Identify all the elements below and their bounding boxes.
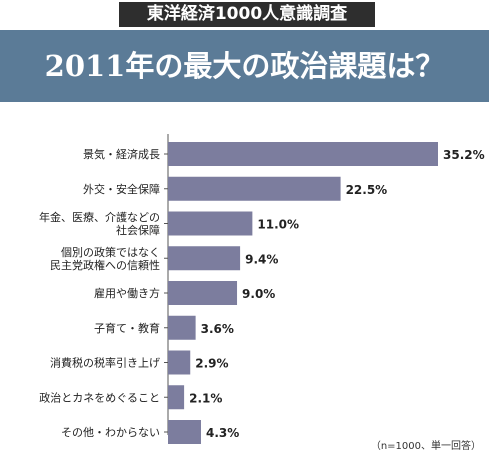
category-label: 雇用や働き方 xyxy=(94,286,160,300)
bar xyxy=(168,246,241,271)
category-label: 子育て・教育 xyxy=(94,321,160,335)
category-label: 外交・安全保障 xyxy=(83,182,160,196)
bar xyxy=(168,211,253,236)
bar xyxy=(168,281,238,305)
survey-tag: 東洋経済1000人意識調査 xyxy=(119,2,375,27)
value-label: 9.4% xyxy=(245,252,278,266)
title-banner: 2011年の最大の政治課題は？ xyxy=(0,30,489,102)
value-label: 4.3% xyxy=(206,426,239,440)
bar xyxy=(168,315,196,340)
value-label: 3.6% xyxy=(201,322,234,336)
category-label: 政治とカネをめぐること xyxy=(39,390,160,404)
bar xyxy=(168,142,438,166)
footnote: （n=1000、単一回答） xyxy=(370,441,481,452)
bar xyxy=(168,350,191,375)
category-label: 景気・経済成長 xyxy=(83,147,160,161)
value-label: 2.9% xyxy=(195,357,228,371)
chart-title: 2011年の最大の政治課題は？ xyxy=(44,49,445,83)
value-label: 9.0% xyxy=(242,287,275,301)
bar xyxy=(168,385,185,410)
value-label: 11.0% xyxy=(257,218,299,232)
value-label: 22.5% xyxy=(346,183,388,197)
category-label: 消費税の税率引き上げ xyxy=(50,356,160,370)
bar xyxy=(168,420,201,444)
category-label: その他・わからない xyxy=(61,426,160,439)
value-label: 35.2% xyxy=(443,148,485,162)
value-label: 2.1% xyxy=(189,391,222,405)
category-label: 個別の政策ではなく民主党政権への信頼性 xyxy=(50,245,160,272)
bar xyxy=(168,176,341,201)
category-label: 年金、医療、介護などの社会保障 xyxy=(39,210,160,237)
